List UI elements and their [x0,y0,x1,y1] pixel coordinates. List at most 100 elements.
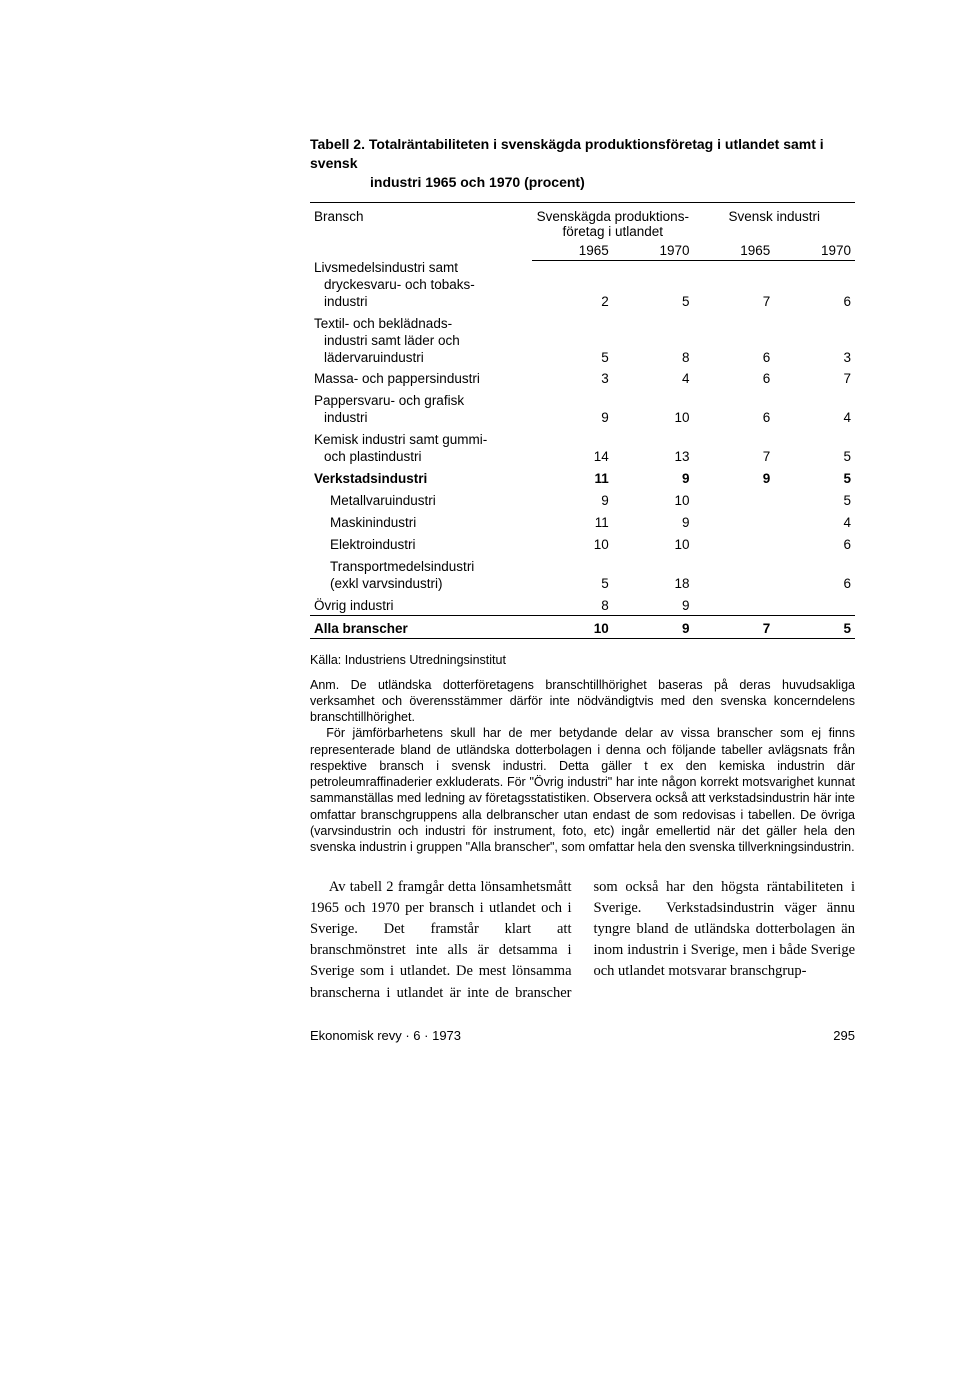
caption-line2: industri 1965 och 1970 (procent) [310,173,865,192]
note-p2: För jämförbarhetens skull har de mer bet… [310,726,855,854]
cell-value: 11 [532,466,613,488]
cell-value: 6 [694,350,775,367]
cell-value: 9 [613,510,694,532]
cell-value [613,277,694,294]
cell-value: 9 [532,410,613,427]
row-label: Elektroindustri [310,532,532,554]
cell-value: 7 [694,449,775,466]
cell-value: 5 [774,488,855,510]
cell-value: 9 [694,466,775,488]
row-label: Maskinindustri [310,510,532,532]
cell-value [694,510,775,532]
row-label: Verkstadsindustri [310,466,532,488]
cell-value [613,388,694,410]
caption-line1: Tabell 2. Totalräntabiliteten i svenskäg… [310,136,824,171]
cell-value: 18 [613,576,694,593]
cell-value [613,554,694,576]
cell-value: 5 [532,350,613,367]
cell-value: 5 [774,615,855,638]
row-label: Textil- och beklädnads- [310,311,532,333]
cell-value: 3 [532,366,613,388]
cell-value [694,333,775,350]
col-y4: 1970 [774,241,855,261]
row-label: industri [310,294,532,311]
table-source: Källa: Industriens Utredningsinstitut [310,653,865,667]
cell-value: 10 [532,615,613,638]
cell-value [694,311,775,333]
cell-value: 9 [613,615,694,638]
cell-value [694,554,775,576]
row-label: Pappersvaru- och grafisk [310,388,532,410]
note-p1: Anm. De utländska dotterföretagens brans… [310,678,855,725]
cell-value [613,333,694,350]
cell-value: 9 [613,466,694,488]
cell-value [532,311,613,333]
cell-value: 10 [532,532,613,554]
cell-value [694,532,775,554]
cell-value [694,388,775,410]
cell-value [532,260,613,277]
cell-value: 2 [532,294,613,311]
table-caption: Tabell 2. Totalräntabiliteten i svenskäg… [310,135,865,192]
row-label: Livsmedelsindustri samt [310,260,532,277]
row-label: Kemisk industri samt gummi- [310,427,532,449]
cell-value: 3 [774,350,855,367]
cell-value: 6 [774,532,855,554]
cell-value [613,311,694,333]
row-label: industri [310,410,532,427]
cell-value: 14 [532,449,613,466]
cell-value: 8 [613,350,694,367]
row-label: dryckesvaru- och tobaks- [310,277,532,294]
cell-value [774,260,855,277]
cell-value: 5 [774,466,855,488]
cell-value: 9 [613,593,694,616]
row-label: Massa- och pappersindustri [310,366,532,388]
cell-value: 13 [613,449,694,466]
cell-value [694,576,775,593]
row-label: industri samt läder och [310,333,532,350]
table-note: Anm. De utländska dotterföretagens brans… [310,677,855,856]
row-label: och plastindustri [310,449,532,466]
cell-value [532,333,613,350]
cell-value [532,427,613,449]
cell-value: 10 [613,532,694,554]
cell-value: 5 [774,449,855,466]
cell-value: 6 [774,576,855,593]
cell-value [774,427,855,449]
cell-value: 5 [532,576,613,593]
footer-journal: Ekonomisk revy · 6 · 1973 [310,1028,461,1043]
cell-value: 5 [613,294,694,311]
row-label: lädervaruindustri [310,350,532,367]
cell-value: 8 [532,593,613,616]
cell-value: 7 [694,615,775,638]
cell-value: 4 [613,366,694,388]
cell-value [532,388,613,410]
cell-value: 4 [774,410,855,427]
cell-value: 4 [774,510,855,532]
cell-value: 9 [532,488,613,510]
body-text: Av tabell 2 framgår detta lönsamhetsmått… [310,877,855,1003]
body-paragraph: Av tabell 2 framgår detta lönsamhetsmått… [310,877,855,1003]
col-group-1: Svenskägda produktions- företag i utland… [532,202,693,241]
cell-value: 10 [613,410,694,427]
cell-value: 7 [694,294,775,311]
cell-value [774,554,855,576]
col-y1: 1965 [532,241,613,261]
cell-value [613,260,694,277]
col-y2: 1970 [613,241,694,261]
row-label: Övrig industri [310,593,532,616]
cell-value [694,593,775,616]
footer-page-number: 295 [833,1028,855,1043]
row-label: Alla branscher [310,615,532,638]
cell-value [613,427,694,449]
cell-value [774,388,855,410]
cell-value [774,333,855,350]
row-label: Metallvaruindustri [310,488,532,510]
cell-value [774,311,855,333]
col-group-2: Svensk industri [694,202,856,241]
cell-value: 10 [613,488,694,510]
cell-value: 7 [774,366,855,388]
col-header-bransch: Bransch [310,202,532,260]
cell-value: 6 [774,294,855,311]
cell-value [774,277,855,294]
